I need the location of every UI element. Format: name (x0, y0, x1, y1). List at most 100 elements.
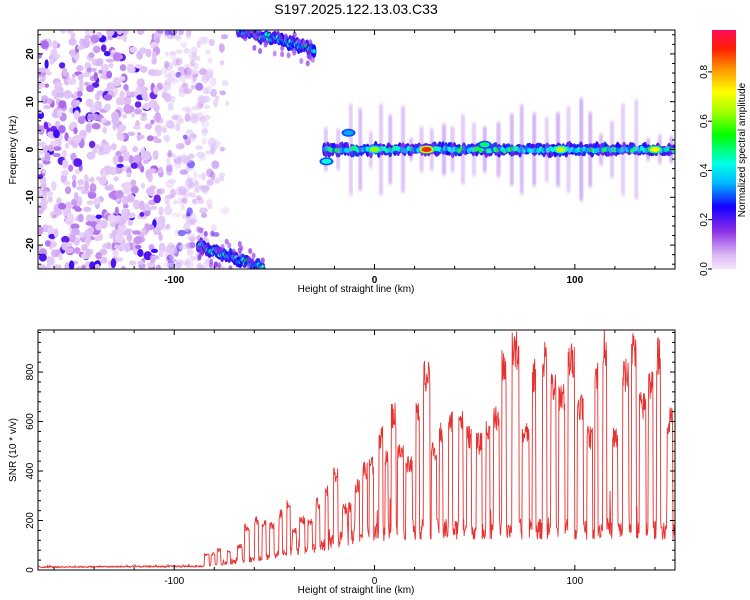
spectrogram-x-axis-label: Height of straight line (km) (298, 284, 415, 295)
heatmap-cell (87, 191, 97, 199)
heatmap-cell (180, 41, 188, 48)
heatmap-cell (116, 30, 124, 35)
heatmap-cell (115, 190, 124, 199)
heatmap-cell (135, 244, 142, 250)
heatmap-cell (249, 21, 253, 27)
heatmap-cell (102, 126, 108, 134)
heatmap-cell (262, 267, 267, 269)
heatmap-cell (91, 82, 100, 88)
heatmap-cell (65, 247, 74, 254)
heatmap-cell (55, 208, 61, 216)
heatmap-cell (250, 258, 255, 265)
heatmap-cell (144, 203, 150, 212)
heatmap-cell (61, 149, 67, 158)
heatmap-cell (178, 143, 183, 149)
heatmap-cell (126, 233, 133, 242)
heatmap-cell (71, 73, 76, 78)
heatmap-cell (66, 30, 74, 34)
heatmap-cell (208, 38, 215, 47)
heatmap-cell (166, 156, 171, 166)
snr-panel: -100 0 100 0 200 400 600 800 Height of straight… (8, 329, 676, 596)
heatmap-cell (100, 256, 108, 264)
heatmap-cell (103, 50, 111, 57)
heatmap-cell (109, 166, 117, 176)
heatmap-cell (196, 244, 201, 251)
heatmap-cell (283, 33, 288, 40)
heatmap-cell (130, 162, 138, 169)
heatmap-cell (218, 175, 225, 182)
heatmap-cell (141, 149, 147, 156)
heatmap-cell (280, 51, 285, 58)
heatmap-cell (76, 185, 85, 191)
heatmap-cell (84, 34, 92, 40)
heatmap-cell (183, 222, 191, 233)
heatmap-cell (180, 260, 190, 266)
heatmap-cell (100, 44, 107, 52)
snr-y-tick-label: 400 (25, 462, 36, 479)
heatmap-cell (217, 246, 221, 253)
heatmap-cell (179, 244, 185, 250)
heatmap-cell (122, 151, 131, 162)
heatmap-cell (179, 169, 188, 175)
heatmap-cell (58, 100, 67, 109)
heatmap-cell (171, 212, 181, 218)
heatmap-cell (259, 19, 263, 25)
heatmap-cell (76, 90, 83, 97)
heatmap-cell (38, 79, 43, 90)
heatmap-cell (108, 63, 114, 69)
heatmap-cell (47, 144, 54, 152)
heatmap-cell (149, 205, 158, 210)
heatmap-cell (106, 30, 115, 37)
heatmap-streak (579, 98, 583, 201)
heatmap-streak (472, 122, 476, 177)
heatmap-cell (218, 42, 225, 53)
heatmap-cell (117, 155, 124, 163)
heatmap-cell (43, 104, 51, 110)
heatmap-cell (103, 144, 112, 153)
heatmap-cell (175, 57, 183, 66)
heatmap-cell (137, 78, 142, 85)
heatmap-cell (144, 223, 150, 231)
heatmap-cell (137, 260, 145, 265)
heatmap-cell (116, 227, 124, 238)
heatmap-cell (183, 88, 193, 95)
heatmap-cell (201, 137, 208, 145)
heatmap-hot-spot (650, 147, 660, 152)
heatmap-cell (194, 179, 199, 190)
heatmap-cell (275, 30, 280, 37)
heatmap-cell (167, 102, 174, 111)
heatmap-cell (164, 205, 173, 216)
heatmap-cell (118, 124, 127, 132)
heatmap-cell (154, 124, 162, 134)
heatmap-cell (129, 46, 138, 53)
heatmap-cell (85, 98, 94, 108)
heatmap-hot-spot (479, 142, 490, 148)
heatmap-cell (186, 133, 193, 141)
heatmap-cell (52, 214, 57, 219)
heatmap-cell (177, 66, 186, 71)
heatmap-cell (141, 228, 147, 234)
heatmap-cell (88, 52, 95, 59)
heatmap-cell (201, 212, 208, 219)
heatmap-cell (143, 210, 151, 217)
heatmap-cell (38, 244, 42, 250)
heatmap-cell (221, 80, 229, 87)
heatmap-cell (219, 265, 226, 269)
heatmap-cell (81, 264, 86, 269)
heatmap-cell (58, 62, 66, 69)
heatmap-cell (219, 60, 225, 66)
heatmap-cell (191, 199, 200, 205)
heatmap-cell (50, 48, 58, 58)
heatmap-cell (198, 264, 206, 269)
heatmap-cell (205, 49, 211, 55)
heatmap-cell (143, 251, 153, 261)
heatmap-cell (53, 146, 62, 151)
heatmap-cell (57, 202, 67, 210)
heatmap-cell (158, 206, 164, 216)
spectrogram-x-tick-label: 0 (372, 275, 378, 286)
heatmap-cell (310, 56, 315, 63)
heatmap-cell (130, 112, 136, 118)
heatmap-cell (202, 95, 211, 103)
heatmap-cell (137, 249, 144, 257)
